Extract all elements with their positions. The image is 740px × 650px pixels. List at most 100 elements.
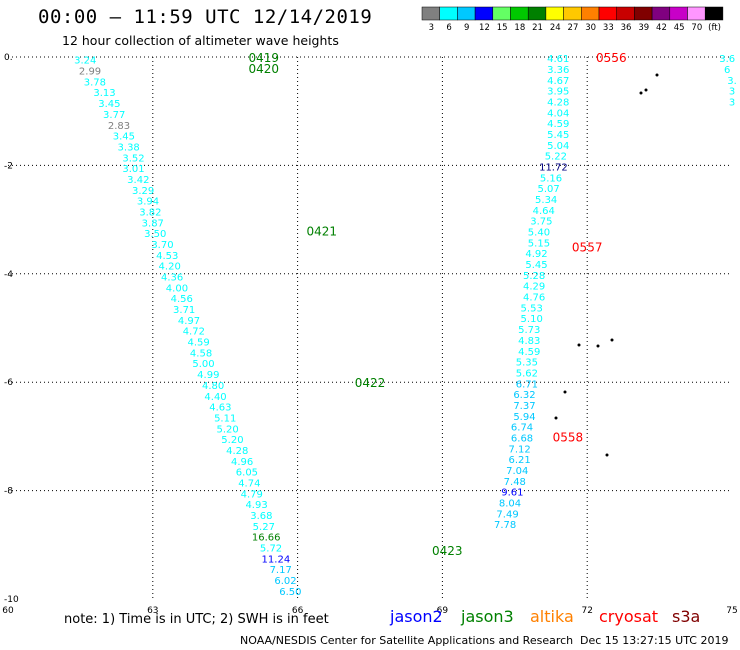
color-scale-swatch xyxy=(439,6,458,21)
data-point-label: 7.37 xyxy=(513,401,535,412)
color-scale-label: 15 xyxy=(497,23,508,33)
color-scale-label: (ft) xyxy=(708,23,721,33)
color-scale-label: 9 xyxy=(464,23,469,33)
color-scale-label: 18 xyxy=(514,23,525,33)
data-point-label: 3.45 xyxy=(113,132,135,143)
x-tick-label: 72 xyxy=(581,606,592,616)
color-scale-swatch xyxy=(687,6,706,21)
data-point-label: 4.28 xyxy=(547,97,569,108)
color-scale-swatch xyxy=(634,6,653,21)
time-label: 0556 xyxy=(596,51,627,65)
page-subtitle: 12 hour collection of altimeter wave hei… xyxy=(62,33,339,48)
data-point-label: 4.29 xyxy=(523,282,545,293)
color-scale-label: 3 xyxy=(429,23,434,33)
color-scale-label: 24 xyxy=(550,23,561,33)
satellite-legend-item: s3a xyxy=(672,607,701,626)
data-point-label: 3.87 xyxy=(142,218,164,229)
color-scale-label: 12 xyxy=(479,23,490,33)
data-point-label: 3.42 xyxy=(127,175,149,186)
data-point-label: 4.61 xyxy=(547,54,569,65)
data-point-label: 4.76 xyxy=(523,293,545,304)
data-point-label: 4.83 xyxy=(518,336,540,347)
data-point-label: 4.67 xyxy=(547,76,569,87)
data-point-label: 5.07 xyxy=(537,184,559,195)
data-point-label: 3.01 xyxy=(122,164,144,175)
data-point-label: 3.13 xyxy=(93,88,115,99)
island-mark xyxy=(655,73,659,77)
data-point-label: 4.58 xyxy=(190,348,212,359)
data-point-label: 4.59 xyxy=(518,347,540,358)
satellite-legend-item: jason2 xyxy=(390,607,443,626)
y-tick-label: 0. xyxy=(4,53,13,63)
data-point-label: 3.82 xyxy=(139,207,161,218)
footer-credit: NOAA/NESDIS Center for Satellite Applica… xyxy=(240,634,574,647)
y-tick-label: -4 xyxy=(4,270,13,280)
color-scale-swatch xyxy=(669,6,688,21)
data-point-label: 6 xyxy=(724,65,730,76)
data-point-label: 5.40 xyxy=(528,228,550,239)
data-point-label: 6.74 xyxy=(511,423,533,434)
data-point-label: 4.59 xyxy=(547,119,569,130)
data-point-label: 6.68 xyxy=(511,433,533,444)
data-point-label: 3.77 xyxy=(103,110,125,121)
data-point-label: 3.29 xyxy=(132,186,154,197)
color-scale-label: 33 xyxy=(603,23,614,33)
data-point-label: 4.40 xyxy=(204,392,226,403)
data-point-label: 5.20 xyxy=(221,435,243,446)
data-point-label: 4.96 xyxy=(231,457,253,468)
data-point-label: 3.36 xyxy=(547,65,569,76)
color-scale-swatch xyxy=(474,6,494,21)
x-tick-label: 63 xyxy=(147,606,158,616)
footer-timestamp: Dec 15 13:27:15 UTC 2019 xyxy=(580,634,729,647)
y-tick-label: -10 xyxy=(4,595,19,605)
data-point-label: 7.12 xyxy=(508,444,530,455)
data-point-label: 3.50 xyxy=(144,229,166,240)
data-point-label: 3.38 xyxy=(118,142,140,153)
data-point-label: 4.79 xyxy=(241,489,263,500)
island-mark xyxy=(596,344,600,348)
data-point-label: 3. xyxy=(727,76,737,87)
satellite-legend-item: altika xyxy=(530,607,574,626)
data-point-label: 9.61 xyxy=(501,488,523,499)
time-label: 0422 xyxy=(355,376,386,390)
data-point-label: 5.45 xyxy=(525,260,547,271)
island-mark xyxy=(563,390,567,394)
data-point-label: 3.95 xyxy=(547,87,569,98)
satellite-legend-item: jason3 xyxy=(461,607,514,626)
color-scale-swatch xyxy=(492,6,511,21)
x-tick-label: 66 xyxy=(292,606,304,616)
time-label: 0419 xyxy=(249,51,280,65)
data-point-label: 4.04 xyxy=(547,108,569,119)
data-point-label: 4.28 xyxy=(226,446,248,457)
x-tick-label: 60 xyxy=(2,606,14,616)
color-scale-swatch xyxy=(527,6,547,21)
data-point-label: 5.28 xyxy=(523,271,545,282)
data-point-label: 5.16 xyxy=(540,173,562,184)
data-point-label: 3.71 xyxy=(173,305,195,316)
color-scale-swatch xyxy=(581,6,600,21)
data-point-label: 5.00 xyxy=(192,359,214,370)
data-point-label: 3.24 xyxy=(74,56,96,67)
data-point-label: 6.71 xyxy=(516,379,538,390)
data-point-label: 11.72 xyxy=(539,162,568,173)
data-point-label: 7.04 xyxy=(506,466,528,477)
color-scale-swatch xyxy=(545,6,564,21)
island-mark xyxy=(554,416,558,420)
data-point-label: 5.11 xyxy=(214,413,236,424)
data-point-label: 6.02 xyxy=(274,576,296,587)
color-scale-swatch xyxy=(616,6,635,21)
data-point-label: 4.99 xyxy=(197,370,219,381)
color-scale-label: 70 xyxy=(691,23,702,33)
data-point-label: 5.27 xyxy=(253,522,275,533)
data-point-label: 4.20 xyxy=(159,262,181,273)
data-point-label: 5.22 xyxy=(545,152,567,163)
data-point-label: 5.15 xyxy=(528,238,550,249)
y-tick-label: -8 xyxy=(4,487,13,497)
data-point-label: 3.52 xyxy=(122,153,144,164)
data-point-label: 7.17 xyxy=(270,565,292,576)
satellite-legend-item: cryosat xyxy=(599,607,659,626)
color-scale-swatch xyxy=(704,6,724,21)
data-point-label: 6.05 xyxy=(236,468,258,479)
data-point-label: 4.64 xyxy=(533,206,555,217)
x-tick-label: 75 xyxy=(726,606,737,616)
